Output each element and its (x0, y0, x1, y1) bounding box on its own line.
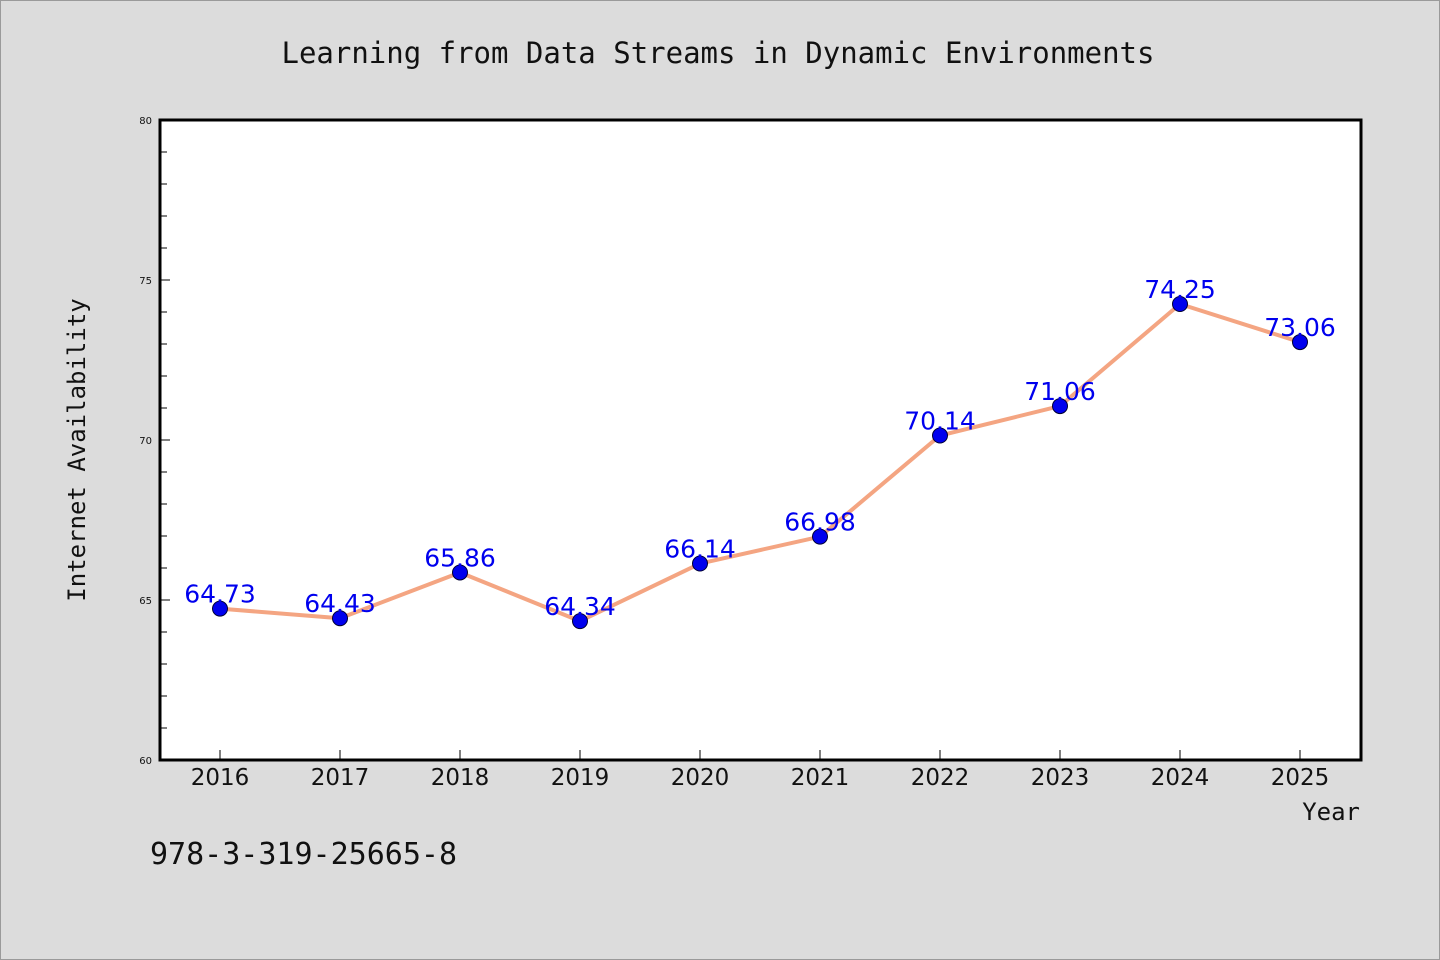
data-point-marker (452, 564, 468, 581)
y-axis: 60 65 70 75 80 (139, 116, 170, 767)
y-tick-label: 65 (139, 596, 152, 607)
data-point-marker (692, 555, 708, 572)
data-point-marker (812, 528, 828, 545)
data-point-marker (332, 610, 348, 627)
data-label-group: 64.73 64.43 65.86 64.34 66.14 66.98 70.14 71.06… (184, 275, 1336, 621)
x-tick-label: 2022 (911, 765, 970, 791)
x-tick-label: 2023 (1031, 765, 1090, 791)
plot-area (158, 118, 1363, 762)
x-tick-label: 2016 (191, 765, 250, 791)
data-point-marker (1052, 398, 1068, 415)
data-label: 66.14 (664, 535, 736, 564)
data-label: 64.34 (544, 592, 616, 621)
isbn-text: 978-3-319-25665-8 (150, 837, 457, 872)
x-axis-title: Year (1302, 798, 1360, 826)
x-tick-label: 2018 (431, 765, 490, 791)
data-point-marker (572, 613, 588, 630)
data-label: 64.43 (304, 589, 376, 618)
x-axis: 2016 2017 2018 2019 2020 2021 2022 2023 2024 2025 (191, 750, 1330, 791)
y-tick-label: 75 (139, 276, 152, 287)
x-tick-label: 2017 (311, 765, 370, 791)
data-label: 71.06 (1024, 377, 1096, 406)
y-tick-label: 70 (139, 436, 152, 447)
data-point-marker (212, 600, 228, 617)
y-tick-label: 80 (139, 116, 152, 127)
x-tick-label: 2020 (671, 765, 730, 791)
data-label: 66.98 (784, 508, 856, 537)
data-label: 70.14 (904, 407, 976, 436)
y-tick-label: 60 (139, 756, 152, 767)
x-tick-label: 2024 (1151, 765, 1210, 791)
data-label: 65.86 (424, 543, 496, 572)
chart-title: Learning from Data Streams in Dynamic En… (282, 36, 1155, 70)
marker-group (212, 296, 1308, 630)
data-label: 73.06 (1264, 313, 1336, 342)
y-axis-title: Internet Availability (63, 298, 91, 601)
series-line (219, 302, 1301, 624)
data-point-marker (932, 427, 948, 444)
data-point-marker (1172, 296, 1188, 312)
x-tick-label: 2019 (551, 765, 610, 791)
data-point-marker (1292, 334, 1308, 351)
x-tick-label: 2025 (1271, 765, 1330, 791)
x-tick-label: 2021 (791, 765, 850, 791)
series-line-group (219, 302, 1301, 624)
data-label: 74.25 (1144, 275, 1216, 304)
data-label: 64.73 (184, 580, 256, 609)
